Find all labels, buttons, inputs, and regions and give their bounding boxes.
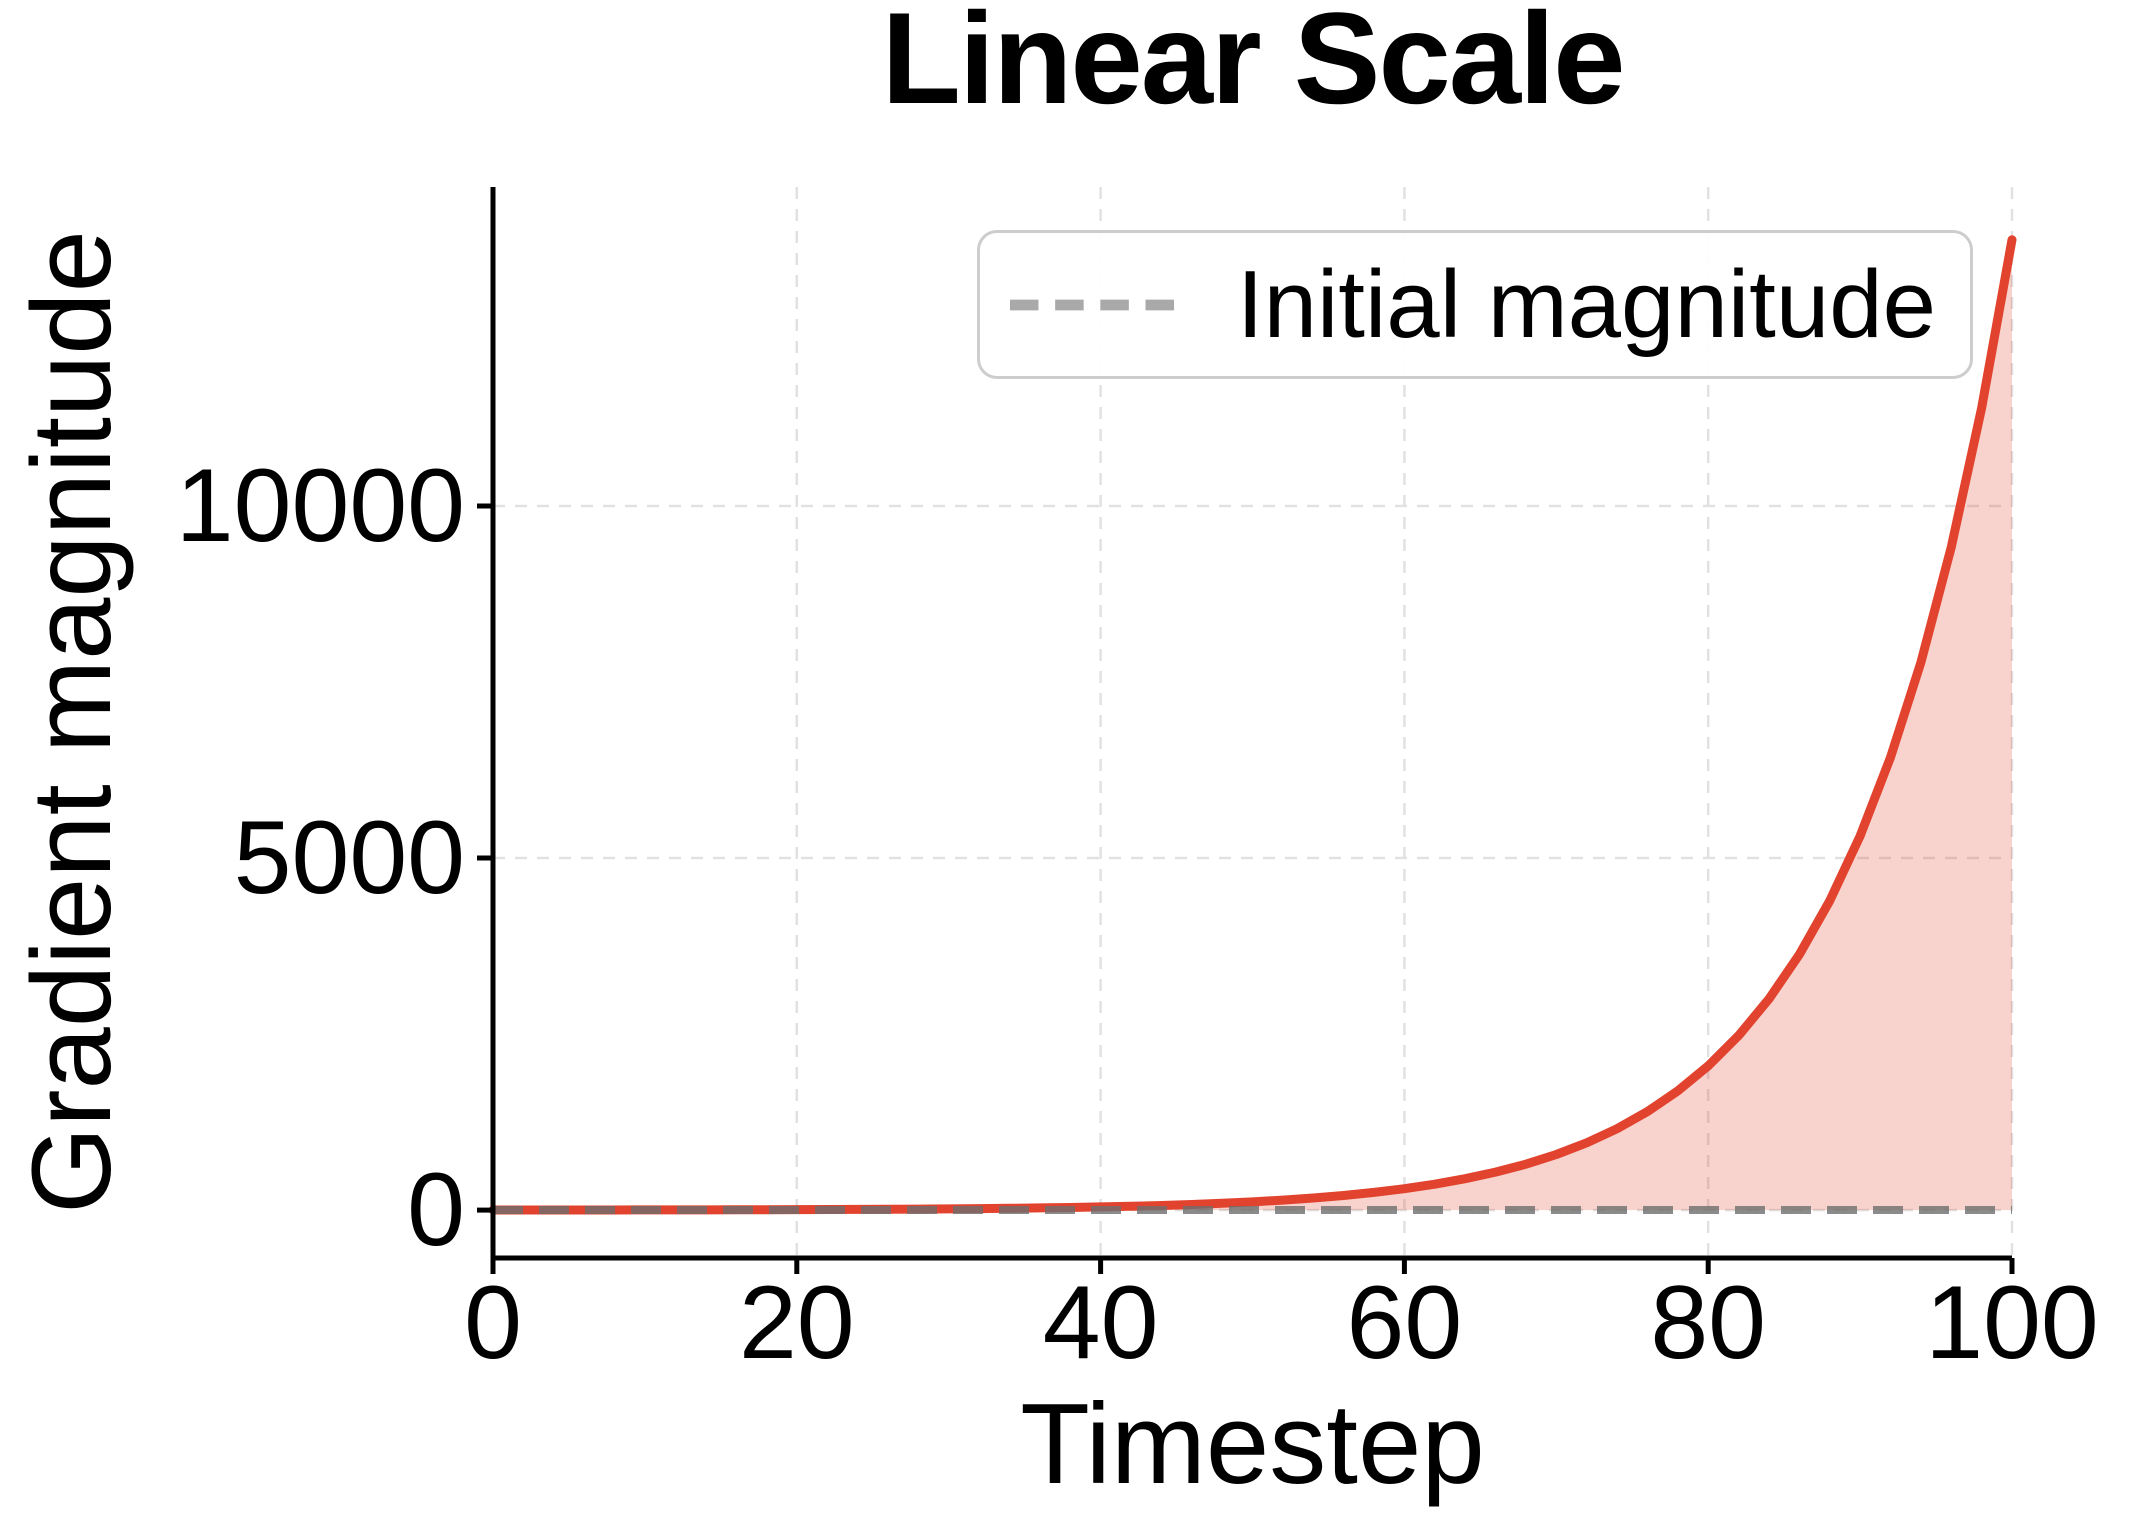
y-tick-label: 5000 xyxy=(233,800,465,916)
legend: Initial magnitude xyxy=(977,230,1973,379)
x-tick-label: 60 xyxy=(1346,1265,1463,1381)
x-tick-label: 40 xyxy=(1042,1265,1159,1381)
x-tick-label: 0 xyxy=(464,1265,522,1381)
y-tick-label: 10000 xyxy=(175,448,465,564)
gradient-fill-area xyxy=(493,239,2012,1211)
x-tick-label: 20 xyxy=(738,1265,855,1381)
chart-title: Linear Scale xyxy=(881,0,1626,131)
legend-label: Initial magnitude xyxy=(1236,250,1936,358)
x-axis-label: Timestep xyxy=(1020,1381,1485,1508)
x-tick-label: 80 xyxy=(1650,1265,1767,1381)
dashed-line-sample xyxy=(1010,299,1179,310)
y-tick-label: 0 xyxy=(407,1152,465,1269)
x-tick-label: 100 xyxy=(1925,1265,2099,1381)
y-axis-label: Gradient magnitude xyxy=(9,230,134,1214)
